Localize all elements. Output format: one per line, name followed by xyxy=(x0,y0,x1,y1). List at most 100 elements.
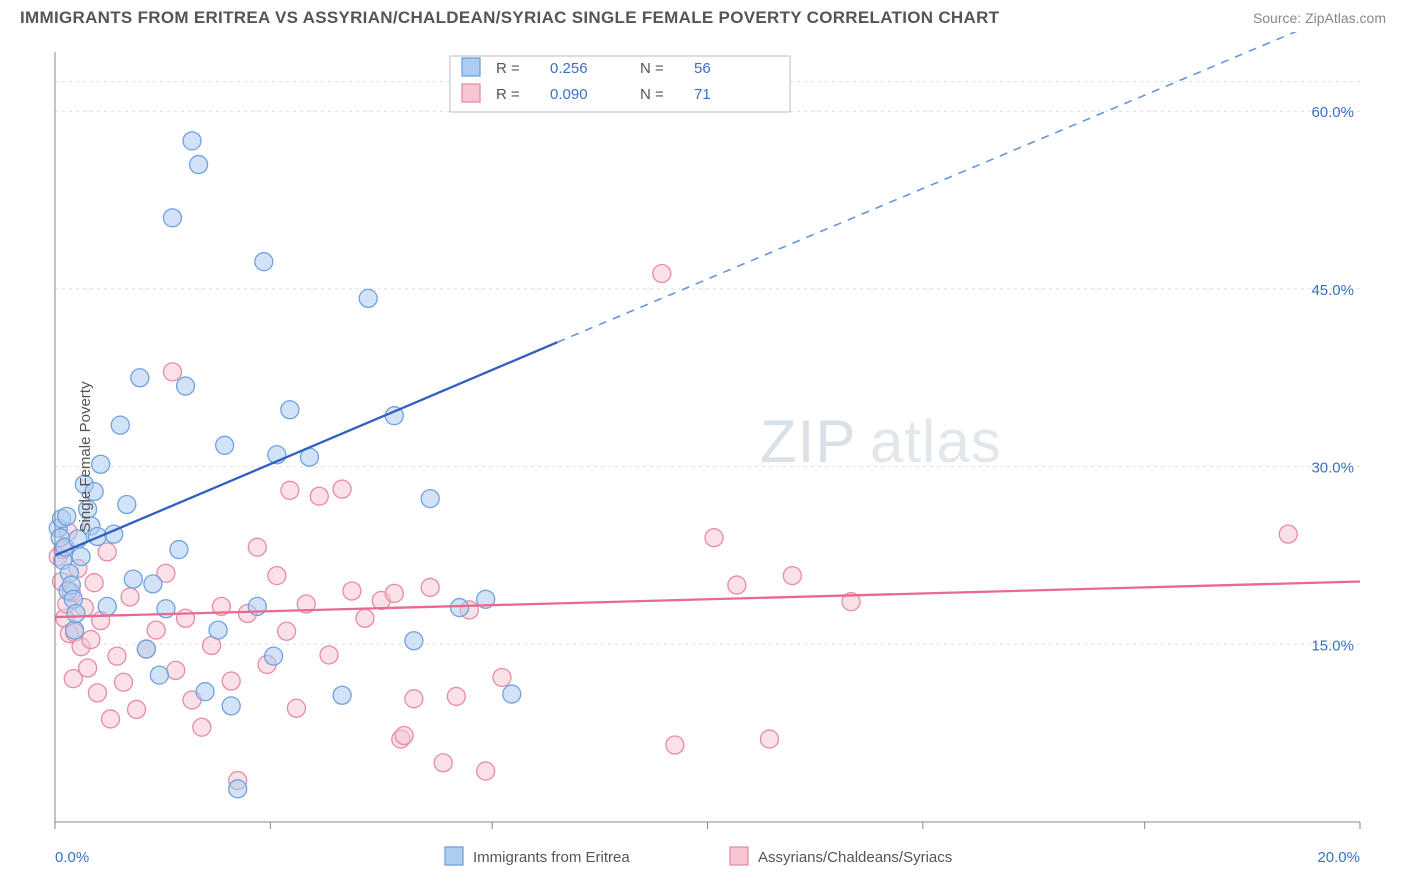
data-point xyxy=(421,490,439,508)
data-point xyxy=(137,640,155,658)
data-point xyxy=(177,377,195,395)
data-point xyxy=(1279,525,1297,543)
chart-title: IMMIGRANTS FROM ERITREA VS ASSYRIAN/CHAL… xyxy=(20,8,999,28)
data-point xyxy=(118,496,136,514)
data-point xyxy=(385,584,403,602)
data-point xyxy=(66,621,84,639)
x-tick-label: 20.0% xyxy=(1317,849,1360,866)
data-point xyxy=(216,436,234,454)
data-point xyxy=(209,621,227,639)
legend-r-label: R = xyxy=(496,60,520,77)
watermark: ZIP xyxy=(760,408,856,475)
legend-n-label: N = xyxy=(640,60,664,77)
data-point xyxy=(58,507,76,525)
legend-n-value: 56 xyxy=(694,60,711,77)
data-point xyxy=(147,621,165,639)
legend-n-label: N = xyxy=(640,86,664,103)
legend-series-label: Immigrants from Eritrea xyxy=(473,849,630,866)
legend-n-value: 71 xyxy=(694,86,711,103)
y-axis-label: Single Female Poverty xyxy=(77,382,94,533)
data-point xyxy=(150,666,168,684)
data-point xyxy=(177,609,195,627)
data-point xyxy=(287,699,305,717)
data-point xyxy=(88,684,106,702)
data-point xyxy=(170,541,188,559)
y-tick-label: 60.0% xyxy=(1311,104,1354,121)
data-point xyxy=(265,647,283,665)
data-point xyxy=(333,686,351,704)
data-point xyxy=(666,736,684,754)
legend-swatch xyxy=(730,847,748,865)
data-point xyxy=(124,570,142,588)
data-point xyxy=(268,567,286,585)
data-point xyxy=(115,673,133,691)
data-point xyxy=(320,646,338,664)
data-point xyxy=(92,455,110,473)
data-point xyxy=(477,762,495,780)
data-point xyxy=(108,647,126,665)
data-point xyxy=(144,575,162,593)
data-point xyxy=(82,631,100,649)
data-point xyxy=(421,578,439,596)
data-point xyxy=(278,622,296,640)
data-point xyxy=(85,574,103,592)
scatter-chart: 15.0% 30.0% 45.0% 60.0% ZIPatlas 0.0% 20.0% R =… xyxy=(0,32,1406,882)
data-point xyxy=(705,529,723,547)
source-attribution: Source: ZipAtlas.com xyxy=(1253,10,1386,26)
data-point xyxy=(98,597,116,615)
data-point xyxy=(190,156,208,174)
y-tick-label: 30.0% xyxy=(1311,460,1354,477)
data-point xyxy=(111,416,129,434)
data-point xyxy=(310,487,328,505)
data-point xyxy=(405,690,423,708)
data-point xyxy=(783,567,801,585)
data-point xyxy=(121,588,139,606)
y-tick-label: 45.0% xyxy=(1311,282,1354,299)
data-point xyxy=(67,605,85,623)
data-point xyxy=(493,668,511,686)
data-point xyxy=(131,369,149,387)
data-point xyxy=(728,576,746,594)
data-point xyxy=(395,727,413,745)
chart-container: Single Female Poverty 15.0% 30.0% 45.0% 60.… xyxy=(0,32,1406,882)
data-point xyxy=(333,480,351,498)
legend-r-label: R = xyxy=(496,86,520,103)
data-point xyxy=(248,538,266,556)
watermark: atlas xyxy=(870,408,1002,475)
trend-line-blue xyxy=(55,342,557,555)
legend-r-value: 0.090 xyxy=(550,86,588,103)
legend-r-value: 0.256 xyxy=(550,60,588,77)
data-point xyxy=(281,481,299,499)
data-point xyxy=(222,672,240,690)
data-point xyxy=(434,754,452,772)
data-point xyxy=(229,780,247,798)
data-point xyxy=(196,683,214,701)
data-point xyxy=(255,253,273,271)
data-point xyxy=(163,209,181,227)
data-point xyxy=(451,599,469,617)
legend-series-label: Assyrians/Chaldeans/Syriacs xyxy=(758,849,952,866)
data-point xyxy=(101,710,119,728)
x-tick-label: 0.0% xyxy=(55,849,89,866)
legend-swatch xyxy=(462,84,480,102)
data-point xyxy=(167,661,185,679)
data-point xyxy=(128,700,146,718)
data-point xyxy=(72,548,90,566)
y-tick-label: 15.0% xyxy=(1311,637,1354,654)
data-point xyxy=(183,132,201,150)
data-point xyxy=(222,697,240,715)
legend-swatch xyxy=(462,58,480,76)
data-point xyxy=(79,659,97,677)
data-point xyxy=(405,632,423,650)
data-point xyxy=(760,730,778,748)
data-point xyxy=(447,687,465,705)
data-point xyxy=(359,289,377,307)
legend-swatch xyxy=(445,847,463,865)
data-point xyxy=(653,265,671,283)
data-point xyxy=(98,543,116,561)
data-point xyxy=(281,401,299,419)
data-point xyxy=(193,718,211,736)
data-point xyxy=(356,609,374,627)
data-point xyxy=(343,582,361,600)
data-point xyxy=(503,685,521,703)
